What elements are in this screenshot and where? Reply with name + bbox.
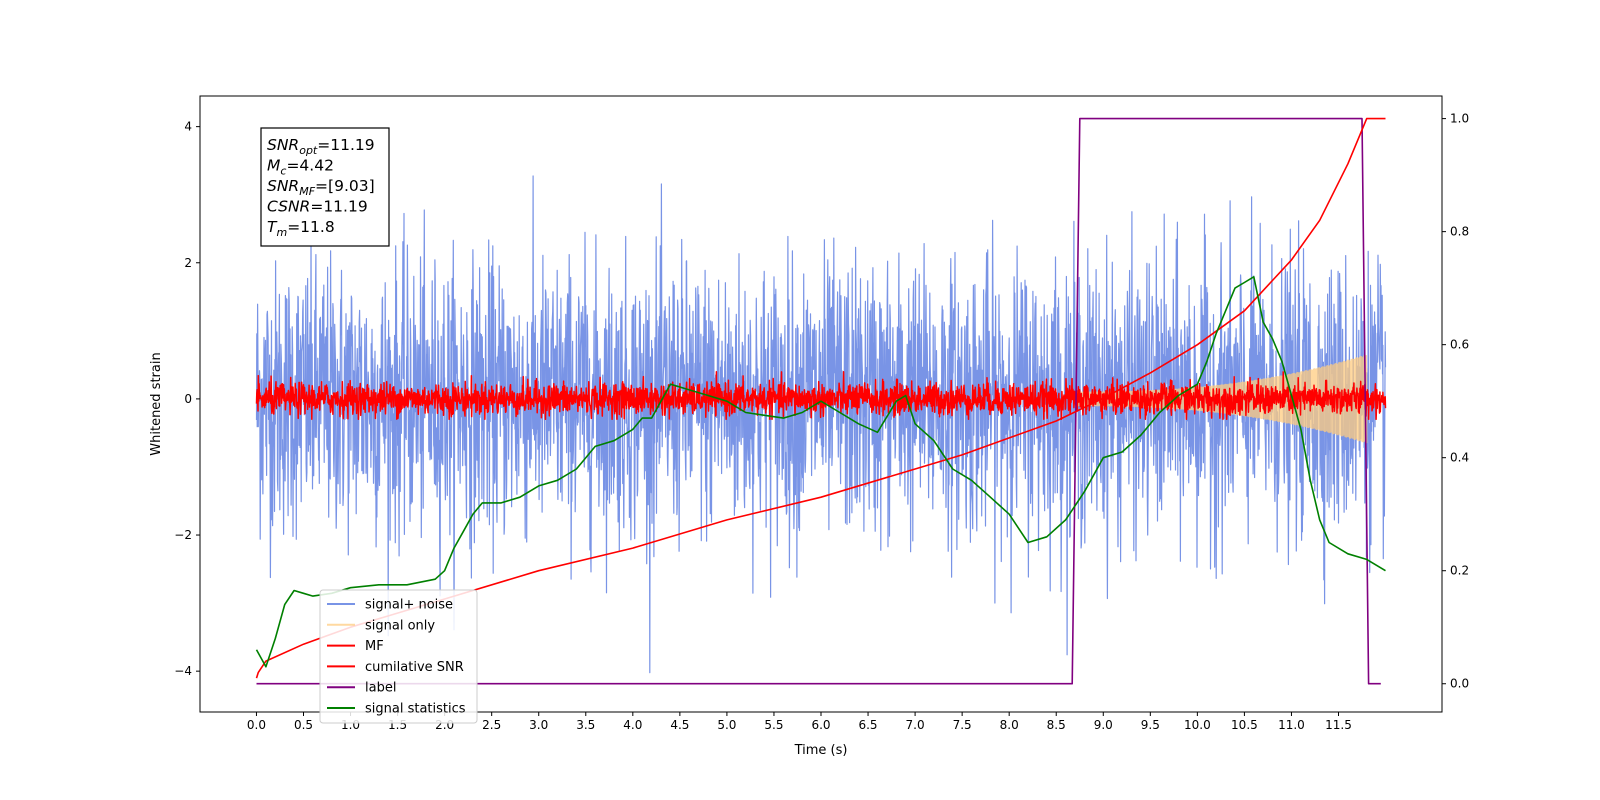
stats-line: Tm=11.8 [267,218,335,239]
y2-tick-label: 0.6 [1450,338,1469,352]
stats-value: =11.8 [287,218,335,236]
stats-value: =11.19 [310,198,367,216]
stats-value: =11.19 [317,136,374,154]
y2-tick-label: 0.8 [1450,225,1469,239]
stats-value: =[9.03] [315,177,375,195]
y-axis-label: Whitened strain [149,352,164,455]
y-tick-label: 2 [184,256,192,270]
series-line-mf [255,370,1387,421]
y2-tick-label: 0.4 [1450,451,1469,465]
legend-label-signal-statistics: signal statistics [365,702,466,717]
x-tick-label: 10.5 [1231,718,1258,732]
y-tick-label: 0 [184,392,192,406]
legend-label-signal-noise: signal+ noise [365,598,453,613]
legend-frame [319,589,478,724]
stats-subscript: MF [299,185,315,198]
x-tick-label: 7.0 [906,718,925,732]
y2-tick-label: 0.2 [1450,564,1469,578]
x-tick-label: 5.5 [764,718,783,732]
stats-annotation-box: SNRopt=11.19Mc=4.42SNRMF=[9.03]CSNR=11.1… [260,127,390,247]
stats-line: CSNR=11.19 [267,198,368,216]
legend: signal+ noise signal only MF cumilative SNR… [319,589,478,724]
x-tick-label: 6.0 [811,718,830,732]
x-tick-label: 0.0 [247,718,266,732]
x-tick-label: 5.0 [717,718,736,732]
x-tick-label: 3.0 [529,718,548,732]
x-tick-label: 3.5 [576,718,595,732]
stats-subscript: c [280,165,286,178]
y2-tick-label: 0.0 [1450,677,1469,691]
legend-label-label: label [365,681,396,696]
legend-label-mf: MF [365,639,384,654]
x-tick-label: 11.0 [1278,718,1305,732]
x-tick-label: 4.5 [670,718,689,732]
x-tick-label: 11.5 [1325,718,1352,732]
y-tick-label: −4 [174,664,192,678]
stats-value: =4.42 [286,157,334,175]
y2-tick-label: 1.0 [1450,112,1469,126]
stats-symbol: M [267,157,280,175]
x-tick-label: 4.0 [623,718,642,732]
stats-line: Mc=4.42 [267,157,334,178]
x-tick-label: 8.0 [1000,718,1019,732]
stats-symbol: SNR [267,136,299,154]
x-tick-label: 9.0 [1094,718,1113,732]
x-tick-label: 7.5 [953,718,972,732]
y-tick-label: −2 [174,528,192,542]
x-tick-label: 6.5 [858,718,877,732]
x-tick-label: 0.5 [294,718,313,732]
stats-line: SNRopt=11.19 [267,136,375,157]
stats-symbol: SNR [267,177,299,195]
series-line-label [256,117,1381,685]
stats-subscript: m [276,226,287,239]
series-line-signal-statistics [255,276,1386,668]
x-tick-label: 10.0 [1184,718,1211,732]
stats-symbol: T [267,218,278,236]
y-tick-label: 4 [184,120,192,134]
legend-label-signal-only: signal only [365,618,435,633]
x-tick-label: 9.5 [1141,718,1160,732]
x-tick-label: 2.5 [482,718,501,732]
stats-box-frame [260,127,390,247]
stats-lines: SNRopt=11.19Mc=4.42SNRMF=[9.03]CSNR=11.1… [267,136,375,239]
stats-line: SNRMF=[9.03] [267,177,375,198]
stats-subscript: opt [299,144,318,157]
stats-symbol: CSNR [267,198,310,216]
legend-label-cumilative-snr: cumilative SNR [365,660,464,675]
x-tick-label: 8.5 [1047,718,1066,732]
x-axis-label: Time (s) [794,743,848,758]
legend-items: signal+ noise signal only MF cumilative SNR… [327,598,466,717]
